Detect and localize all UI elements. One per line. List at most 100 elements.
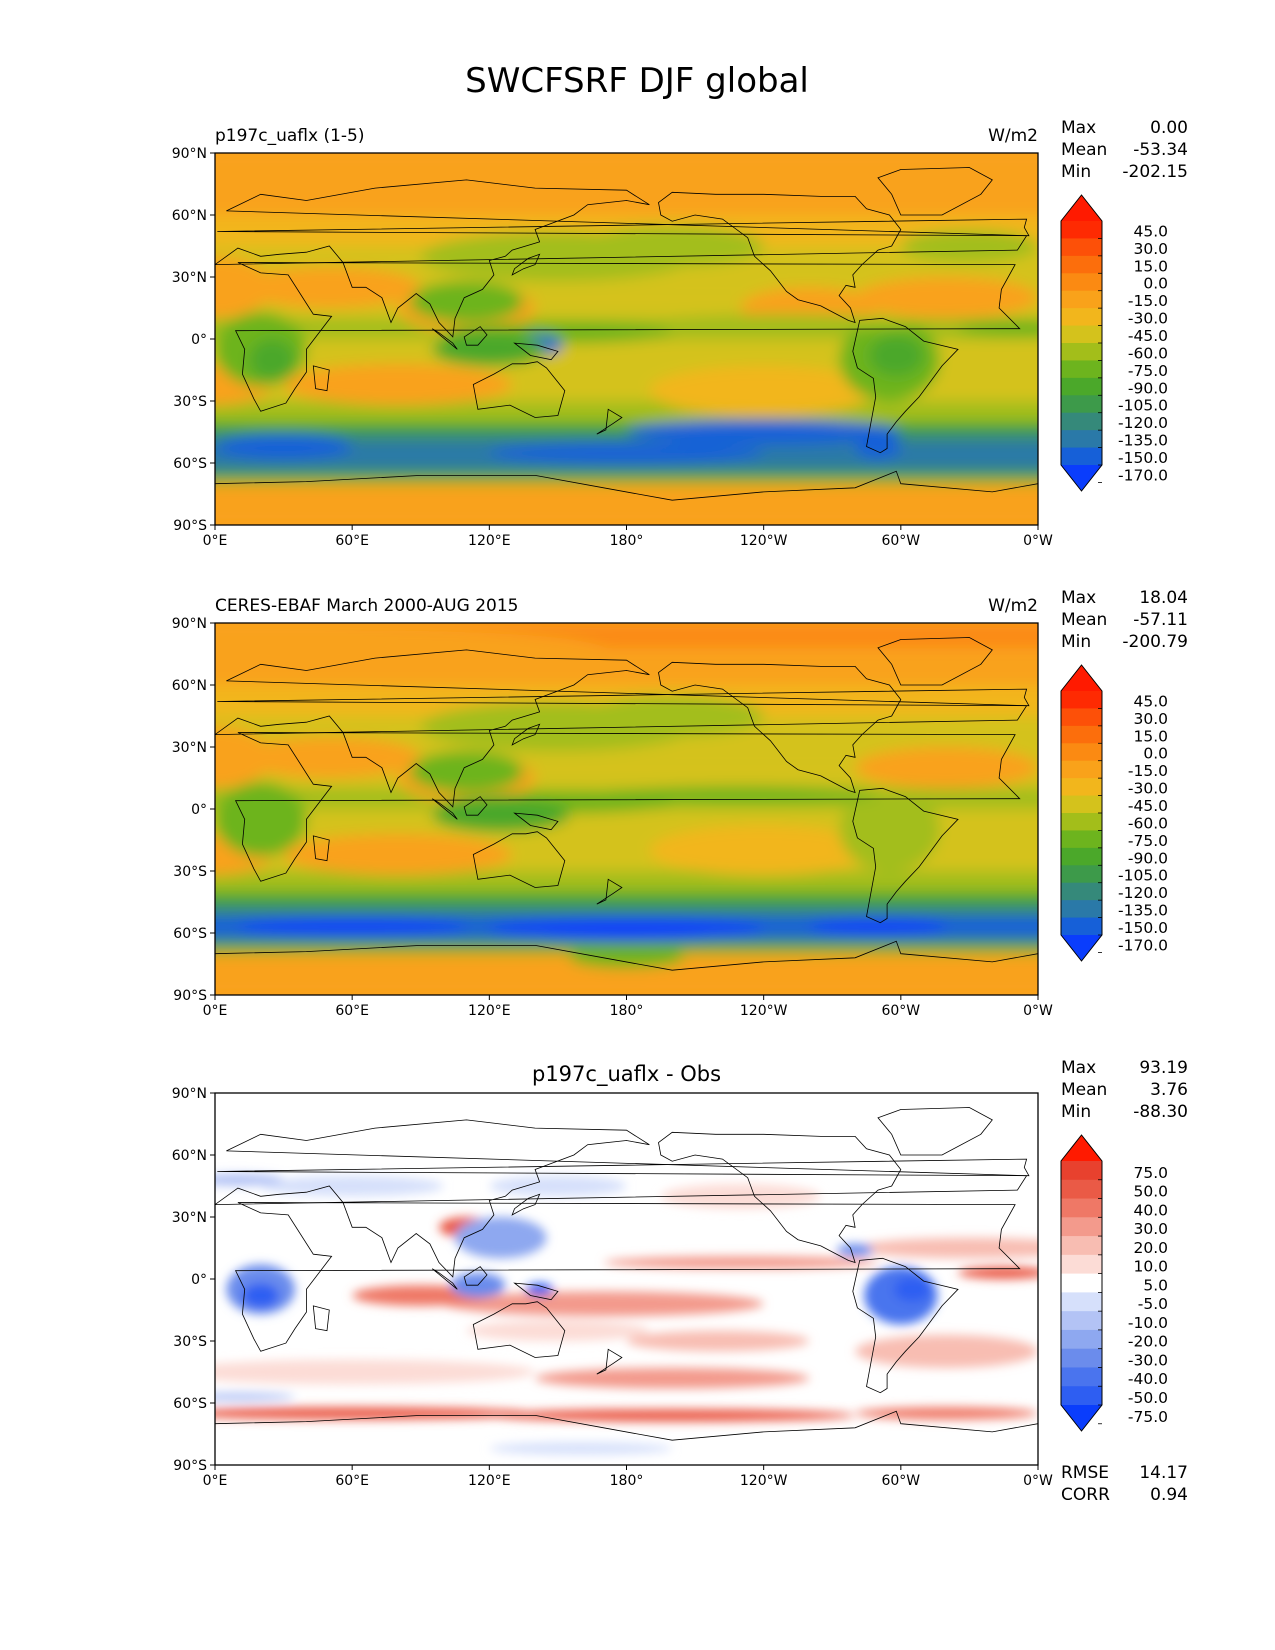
field-blob — [649, 825, 878, 876]
coastline — [234, 732, 1021, 882]
coastline — [463, 326, 488, 346]
colorbar-segment — [1061, 1236, 1102, 1256]
y-tick-label: 90°N — [172, 1086, 207, 1102]
field-band — [215, 475, 1038, 484]
coastline — [431, 1268, 458, 1290]
colorbar-segment — [1061, 1217, 1102, 1237]
y-tick-label: 90°N — [172, 616, 207, 632]
coastline — [596, 878, 623, 905]
y-tick-label: 30°S — [173, 1334, 207, 1350]
coastline — [513, 1282, 559, 1301]
field-blob — [649, 365, 878, 416]
y-tick-label: 30°N — [172, 1210, 207, 1226]
coastline — [217, 688, 1030, 707]
coastline — [312, 365, 330, 392]
y-tick-label: 0° — [191, 802, 207, 818]
field-blob — [215, 1173, 284, 1186]
coastline — [877, 1107, 993, 1156]
coastline — [463, 796, 488, 816]
field-smooth-layer — [215, 1173, 1038, 1455]
colorbar-segment — [1061, 900, 1102, 919]
x-tick-label: 0°W — [1023, 533, 1053, 549]
coastline — [877, 637, 993, 686]
map-field — [215, 1093, 1038, 1465]
field-blob — [489, 1442, 673, 1455]
colorbar-label: -15.0 — [1128, 762, 1168, 780]
colorbar-label: -135.0 — [1118, 432, 1168, 450]
x-tick-label: 60°E — [335, 1473, 369, 1489]
colorbar-label: 10.0 — [1133, 1258, 1168, 1276]
y-tick-label: 60°N — [172, 1148, 207, 1164]
x-tick-label: 180° — [610, 1473, 644, 1489]
field-blob — [432, 332, 547, 366]
colorbar-segment — [1061, 290, 1102, 309]
colorbar-label: -40.0 — [1128, 1370, 1168, 1388]
stat-label: Mean — [1061, 610, 1107, 630]
map-panel-3: 0°E 60°E 120°E 180° 120°W 60°W 0°W 90°N 60°N 30°N… — [172, 1058, 1188, 1505]
colorbar-label: 15.0 — [1133, 727, 1168, 745]
colorbar-segment — [1061, 708, 1102, 727]
stat-value: -202.15 — [1122, 162, 1188, 182]
colorbar-segment — [1061, 1179, 1102, 1200]
colorbar-segment — [1061, 447, 1102, 466]
coastline — [877, 167, 993, 216]
colorbar-segment — [1061, 760, 1102, 779]
coastline — [658, 1131, 902, 1264]
colorbar-extend-max — [1061, 665, 1102, 691]
field-blob — [466, 1320, 650, 1341]
field-blob — [215, 1392, 295, 1401]
stat-label: Mean — [1061, 140, 1107, 160]
field-blob — [809, 918, 947, 936]
colorbar-label: -170.0 — [1118, 936, 1168, 954]
colorbar-segment — [1061, 1329, 1102, 1350]
coastline — [852, 787, 959, 924]
colorbar-label: -120.0 — [1118, 414, 1168, 432]
x-tick-label: 0°W — [1023, 1003, 1053, 1019]
colorbar-label: -150.0 — [1118, 919, 1168, 937]
colorbar-label: -90.0 — [1128, 379, 1168, 397]
field-blob — [489, 442, 764, 463]
colorbar-label: -75.0 — [1128, 1408, 1168, 1426]
coastline — [511, 723, 541, 746]
colorbar-segment — [1061, 343, 1102, 362]
field-blob — [443, 1291, 764, 1317]
colorbar-segment — [1061, 395, 1102, 414]
colorbar-segment — [1061, 1198, 1102, 1218]
colorbar-label: -105.0 — [1118, 397, 1168, 415]
map-panel-2: 0°E 60°E 120°E 180° 120°W 60°W 0°W 90°N 60°N 30°N… — [172, 588, 1188, 1019]
map-field — [215, 623, 1038, 995]
colorbar-label: -75.0 — [1128, 362, 1168, 380]
coastline — [852, 317, 959, 454]
stat-value: -88.30 — [1133, 1102, 1188, 1122]
coastline — [511, 1193, 541, 1216]
field-band — [215, 421, 1038, 432]
colorbar-label: 30.0 — [1133, 1220, 1168, 1238]
colorbar-label: 40.0 — [1133, 1201, 1168, 1219]
panel-units: W/m2 — [988, 126, 1038, 146]
y-tick-label: 60°N — [172, 208, 207, 224]
y-tick-label: 30°S — [173, 864, 207, 880]
field-blob — [525, 1283, 554, 1296]
colorbar-label: 0.0 — [1143, 745, 1168, 763]
stat-label: Mean — [1061, 1080, 1107, 1100]
field-blob — [900, 229, 1038, 263]
colorbar-segment — [1061, 377, 1102, 396]
field-blob — [855, 277, 1038, 319]
field-blob — [215, 782, 307, 857]
field-band — [215, 432, 1038, 443]
colorbar-segment — [1061, 1292, 1102, 1312]
y-tick-label: 60°S — [173, 456, 207, 472]
y-tick-label: 30°N — [172, 270, 207, 286]
coastline — [472, 1301, 566, 1358]
colorbar-extend-min — [1061, 935, 1102, 961]
colorbar-label: 15.0 — [1133, 257, 1168, 275]
colorbar-label: -15.0 — [1128, 292, 1168, 310]
colorbar-label: -105.0 — [1118, 867, 1168, 885]
coastlines — [215, 637, 1038, 995]
colorbar-segment — [1061, 430, 1102, 449]
coastlines — [215, 1107, 1038, 1465]
colorbar-segment — [1061, 778, 1102, 797]
field-blob — [237, 266, 421, 309]
coastline — [513, 342, 559, 361]
colorbar-segment — [1061, 255, 1102, 274]
